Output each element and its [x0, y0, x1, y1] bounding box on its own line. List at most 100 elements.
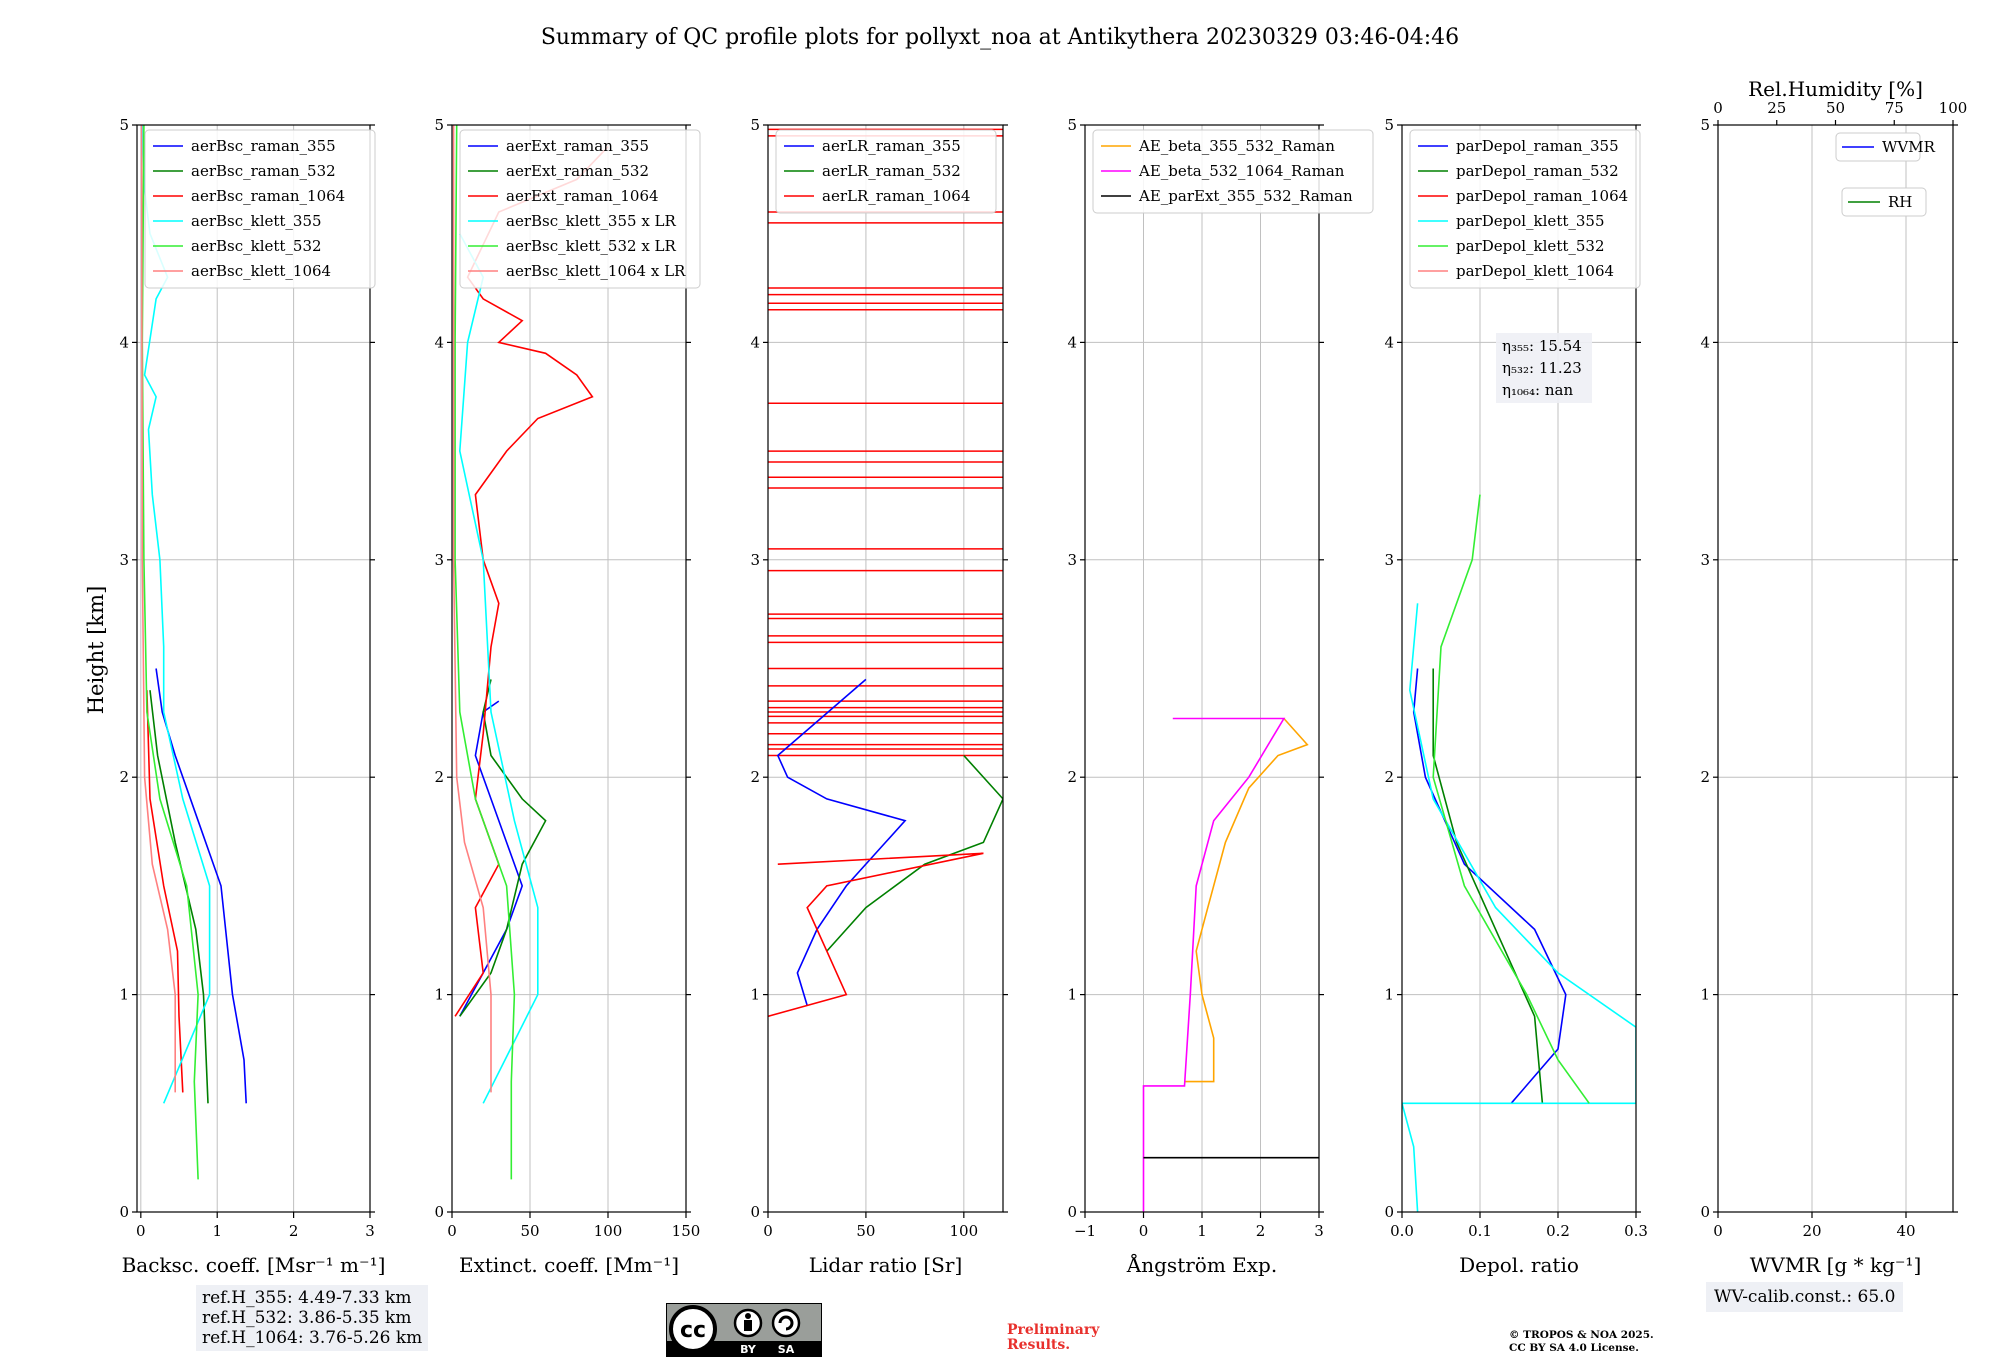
y-tick-label: 4 [750, 333, 760, 351]
top-x-tick-label: 50 [1826, 99, 1845, 117]
y-tick-label: 2 [1700, 768, 1710, 786]
chart-panel-1: 0 1 2 3 0 1 2 3 4 5 Backsc. coeff. [Msr⁻¹ m⁻¹] aerB… [119, 116, 385, 1277]
chart-panel-3: 0 50 100 0 1 2 3 4 5 Lidar ratio [Sr] aerLR_raman_… [750, 116, 1008, 1277]
legend-label: WVMR [1882, 138, 1936, 156]
chart-panel-6: 0 20 40 0 1 2 3 4 5 WVMR [g * kg⁻¹] 0 25 50 75 100 Rel.… [1700, 77, 1967, 1277]
y-tick-label: 0 [1384, 1203, 1394, 1221]
series-line-aerBsc_klett_532 x LR [454, 125, 516, 1180]
legend: parDepol_raman_355 parDepol_raman_532 parD… [1409, 129, 1641, 289]
figure-title: Summary of QC profile plots for pollyxt_… [541, 25, 1459, 50]
legend-box [775, 129, 997, 214]
y-tick-label: 2 [1067, 768, 1077, 786]
y-tick-label: 3 [119, 551, 129, 569]
legend: AE_beta_355_532_Raman AE_beta_532_1064_Ra… [1092, 129, 1374, 214]
x-tick-label: 50 [520, 1222, 539, 1240]
legend-label: aerBsc_klett_355 x LR [506, 212, 677, 230]
top-x-tick-label: 0 [1713, 99, 1723, 117]
y-tick-label: 2 [434, 768, 444, 786]
series-line-aerLR_raman_532 [826, 754, 1003, 952]
x-axis-label: Depol. ratio [1459, 1253, 1579, 1277]
legend-label: parDepol_klett_355 [1456, 212, 1605, 230]
axes-frame [451, 124, 687, 1213]
y-tick-label: 3 [750, 551, 760, 569]
x-tick-label: 0 [447, 1222, 457, 1240]
x-tick-label: 0.1 [1468, 1222, 1492, 1240]
series-line-aerExt_raman_355 [459, 700, 524, 1017]
legend: aerLR_raman_355 aerLR_raman_532 aerLR_rama… [775, 129, 997, 214]
series-line-parDepol_klett_355 [1402, 603, 1636, 1212]
y-tick-label: 2 [119, 768, 129, 786]
series-line-aerBsc_klett_355 x LR [458, 233, 539, 1104]
legend-box [1841, 187, 1927, 217]
legend-label: aerBsc_klett_532 x LR [506, 237, 677, 255]
legend-label: parDepol_raman_355 [1456, 137, 1619, 155]
legend-label: aerExt_raman_1064 [506, 187, 659, 205]
y-tick-label: 1 [434, 986, 444, 1004]
eta-annotation-box [1496, 333, 1592, 403]
x-tick-label: 20 [1802, 1222, 1821, 1240]
legend-label: aerBsc_klett_532 [191, 237, 322, 255]
y-tick-label: 4 [434, 333, 444, 351]
legend-label: aerExt_raman_532 [506, 162, 649, 180]
chart-panel-5: 0.0 0.1 0.2 0.3 0 1 2 3 4 5 Depol. ratio parDepol_r… [1384, 116, 1647, 1277]
series-line-parDepol_klett_532 [1432, 494, 1590, 1104]
top-x-tick-label: 25 [1767, 99, 1786, 117]
legend-box [1835, 132, 1921, 162]
plot-area [768, 128, 1003, 1018]
chart-panels: 0 1 2 3 0 1 2 3 4 5 Backsc. coeff. [Msr⁻¹ m⁻¹] aerB… [119, 77, 1967, 1277]
x-tick-label: 3 [365, 1222, 375, 1240]
x-tick-label: 40 [1896, 1222, 1915, 1240]
y-tick-label: 2 [750, 768, 760, 786]
wv-calibration-box: WV-calib.const.: 65.0 [1706, 1282, 1904, 1312]
eta-annotation-line: η₁₀₆₄: nan [1502, 381, 1573, 399]
legend-label: aerExt_raman_355 [506, 137, 649, 155]
legend-label: aerBsc_raman_1064 [191, 187, 345, 205]
legend-label: parDepol_klett_1064 [1456, 262, 1614, 280]
legend-label: AE_beta_532_1064_Raman [1138, 162, 1345, 180]
series-line-parDepol_raman_355 [1412, 668, 1567, 1104]
y-tick-label: 0 [434, 1203, 444, 1221]
x-tick-label: 3 [1314, 1222, 1324, 1240]
series-line-AE_beta_532_1064_Raman [1142, 717, 1286, 1212]
legend-label: aerBsc_klett_1064 x LR [506, 262, 686, 280]
x-tick-label: 100 [950, 1222, 979, 1240]
axes-frame [767, 124, 1004, 1213]
x-axis-label: Lidar ratio [Sr] [809, 1253, 963, 1277]
ref-height-355: ref.H_355: 4.49-7.33 km [202, 1288, 412, 1308]
x-tick-label: 0 [763, 1222, 773, 1240]
eta-annotation-line: η₃₅₅: 15.54 [1502, 337, 1582, 355]
x-axis-label: Ångström Exp. [1126, 1252, 1277, 1277]
y-tick-label: 4 [1384, 333, 1394, 351]
chart-panel-2: 0 50 100 150 0 1 2 3 4 5 Extinct. coeff. [Mm⁻¹] aer… [434, 116, 701, 1277]
y-tick-label: 2 [1384, 768, 1394, 786]
y-tick-label: 1 [1067, 986, 1077, 1004]
x-tick-label: 100 [594, 1222, 623, 1240]
legend-label: parDepol_klett_532 [1456, 237, 1605, 255]
x-axis-label: Backsc. coeff. [Msr⁻¹ m⁻¹] [122, 1253, 386, 1277]
x-tick-label: 2 [1256, 1222, 1266, 1240]
y-tick-label: 4 [119, 333, 129, 351]
preliminary-notice: Preliminary Results. [1007, 1323, 1099, 1353]
axes-frame [1401, 124, 1637, 1213]
legend-label: aerBsc_raman_355 [191, 137, 336, 155]
y-tick-label: 4 [1067, 333, 1077, 351]
legend-box [144, 129, 376, 289]
x-tick-label: 0 [136, 1222, 146, 1240]
eta-annotation-line: η₅₃₂: 11.23 [1502, 359, 1582, 377]
x-tick-label: 150 [672, 1222, 701, 1240]
y-tick-label: 3 [1067, 551, 1077, 569]
series-line-aerLR_raman_355 [776, 678, 907, 1006]
series-line-aerBsc_raman_532 [149, 690, 209, 1104]
x-axis-label: WVMR [g * kg⁻¹] [1750, 1253, 1922, 1277]
preliminary-line-1: Preliminary [1007, 1322, 1100, 1338]
plot-area [1402, 494, 1636, 1212]
legend-label: aerLR_raman_1064 [822, 187, 970, 205]
legend-label: AE_beta_355_532_Raman [1138, 137, 1335, 155]
legend-label: aerLR_raman_532 [822, 162, 961, 180]
x-tick-label: 50 [856, 1222, 875, 1240]
legend-label: aerBsc_klett_355 [191, 212, 322, 230]
y-tick-label: 5 [119, 116, 129, 134]
y-tick-label: 0 [1067, 1203, 1077, 1221]
license-sa-label: SA [778, 1343, 795, 1356]
y-tick-label: 0 [119, 1203, 129, 1221]
